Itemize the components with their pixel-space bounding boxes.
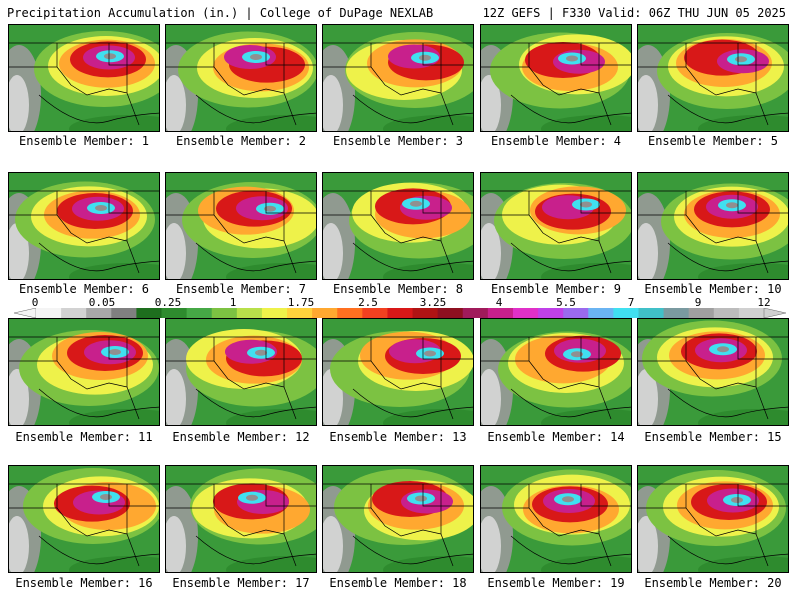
member-caption: Ensemble Member: 5 — [647, 134, 779, 148]
colorbar-tick-label: 2.5 — [358, 296, 378, 309]
colorbar-swatch — [738, 308, 765, 318]
colorbar-swatch — [61, 308, 87, 318]
colorbar-swatch — [563, 308, 589, 318]
colorbar-min-arrow — [14, 308, 37, 318]
member-caption: Ensemble Member: 6 — [18, 282, 150, 296]
product-title: Precipitation Accumulation (in.) | Colle… — [7, 6, 434, 20]
colorbar-swatch — [211, 308, 238, 318]
colorbar-swatch — [638, 308, 665, 318]
ensemble-map — [480, 465, 632, 573]
colorbar-swatch — [86, 308, 112, 318]
colorbar-swatch — [337, 308, 363, 318]
member-caption: Ensemble Member: 13 — [329, 430, 467, 444]
run-valid-time: 12Z GEFS | F330 Valid: 06Z THU JUN 05 20… — [482, 6, 786, 20]
colorbar-swatch — [663, 308, 690, 318]
member-caption: Ensemble Member: 10 — [644, 282, 782, 296]
ensemble-map — [165, 24, 317, 132]
ensemble-map — [322, 318, 474, 426]
colorbar-max-arrow — [763, 308, 786, 318]
colorbar-tick-label: 1.75 — [287, 296, 315, 309]
ensemble-map — [322, 24, 474, 132]
colorbar-tick-label: 1 — [229, 296, 237, 309]
colorbar-swatch — [588, 308, 614, 318]
member-caption: Ensemble Member: 16 — [15, 576, 153, 590]
member-caption: Ensemble Member: 3 — [332, 134, 464, 148]
colorbar-swatch — [287, 308, 313, 318]
colorbar-tick-label: 0.05 — [88, 296, 116, 309]
colorbar-tick-label: 12 — [757, 296, 771, 309]
colorbar-swatch — [161, 308, 188, 318]
ensemble-map — [637, 465, 789, 573]
colorbar — [14, 308, 786, 318]
colorbar-swatch — [261, 308, 288, 318]
colorbar-tick-label: 9 — [694, 296, 702, 309]
ensemble-map — [8, 172, 160, 280]
member-caption: Ensemble Member: 9 — [490, 282, 622, 296]
colorbar-swatch — [512, 308, 539, 318]
colorbar-labels: 0 0.05 0.25 1 1.75 2.5 3.25 4 5.5 7 9 12 — [0, 296, 800, 310]
colorbar-swatch — [236, 308, 263, 318]
ensemble-map — [8, 24, 160, 132]
colorbar-swatch — [362, 308, 388, 318]
ensemble-map — [322, 172, 474, 280]
member-caption: Ensemble Member: 1 — [18, 134, 150, 148]
member-caption: Ensemble Member: 15 — [644, 430, 782, 444]
ensemble-map — [480, 24, 632, 132]
colorbar-tick-label: 0.25 — [154, 296, 182, 309]
member-caption: Ensemble Member: 19 — [487, 576, 625, 590]
colorbar-tick-label: 4 — [495, 296, 503, 309]
member-caption: Ensemble Member: 18 — [329, 576, 467, 590]
member-caption: Ensemble Member: 14 — [487, 430, 625, 444]
ensemble-map — [165, 172, 317, 280]
colorbar-swatch — [462, 308, 489, 318]
colorbar-swatch — [186, 308, 213, 318]
member-caption: Ensemble Member: 7 — [175, 282, 307, 296]
colorbar-swatch — [713, 308, 740, 318]
ensemble-map — [480, 318, 632, 426]
ensemble-map — [8, 465, 160, 573]
ensemble-map — [8, 318, 160, 426]
ensemble-map — [165, 465, 317, 573]
member-caption: Ensemble Member: 17 — [172, 576, 310, 590]
member-caption: Ensemble Member: 11 — [15, 430, 153, 444]
ensemble-map — [165, 318, 317, 426]
ensemble-map — [637, 172, 789, 280]
colorbar-swatch — [136, 308, 163, 318]
colorbar-swatch — [36, 308, 62, 318]
colorbar-tick-label: 7 — [627, 296, 635, 309]
ensemble-map — [637, 318, 789, 426]
colorbar-swatch — [111, 308, 137, 318]
colorbar-swatch — [613, 308, 639, 318]
member-caption: Ensemble Member: 20 — [644, 576, 782, 590]
ensemble-map — [480, 172, 632, 280]
header: Precipitation Accumulation (in.) | Colle… — [0, 0, 800, 22]
member-caption: Ensemble Member: 4 — [490, 134, 622, 148]
colorbar-tick-label: 5.5 — [556, 296, 576, 309]
ensemble-map — [322, 465, 474, 573]
colorbar-swatch — [412, 308, 439, 318]
colorbar-swatch — [437, 308, 464, 318]
colorbar-swatch — [487, 308, 514, 318]
colorbar-tick-label: 3.25 — [419, 296, 447, 309]
member-caption: Ensemble Member: 12 — [172, 430, 310, 444]
colorbar-tick-label: 0 — [31, 296, 39, 309]
colorbar-swatch — [688, 308, 715, 318]
colorbar-swatch — [538, 308, 564, 318]
member-caption: Ensemble Member: 8 — [332, 282, 464, 296]
colorbar-swatch — [312, 308, 338, 318]
ensemble-map — [637, 24, 789, 132]
member-caption: Ensemble Member: 2 — [175, 134, 307, 148]
colorbar-swatch — [387, 308, 414, 318]
